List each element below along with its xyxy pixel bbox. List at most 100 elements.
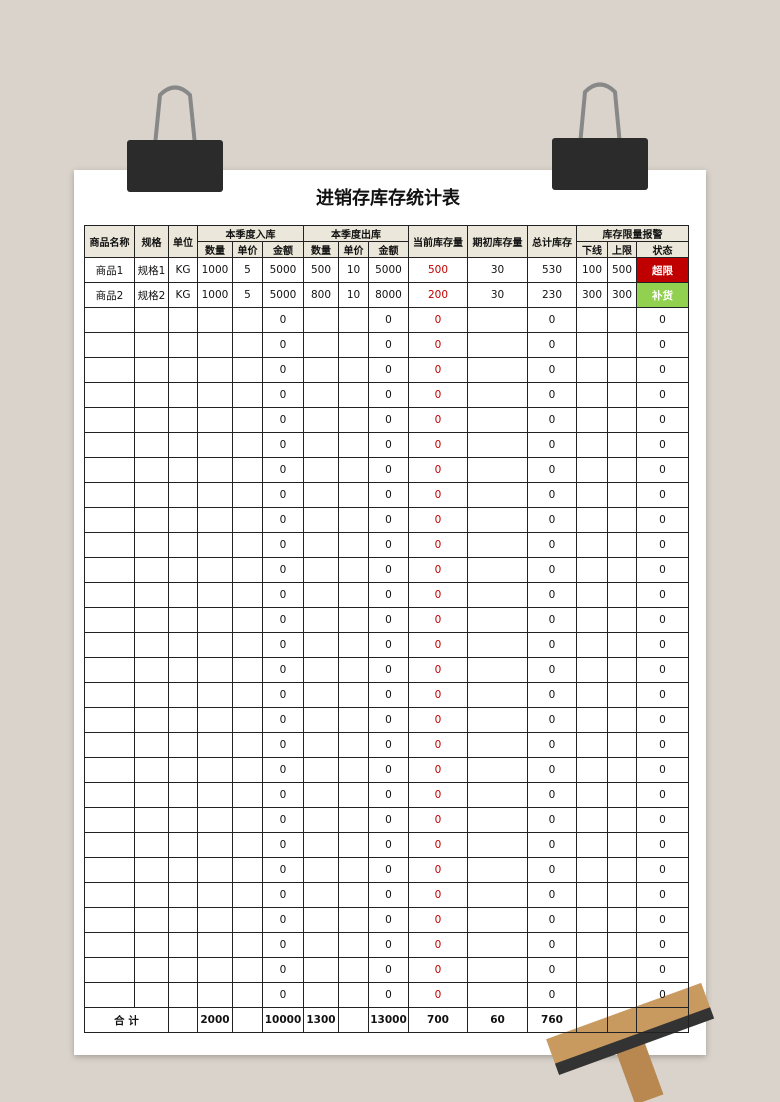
cell bbox=[467, 507, 528, 533]
cell bbox=[467, 457, 528, 483]
cell bbox=[576, 332, 608, 358]
cell bbox=[134, 982, 169, 1008]
cell: 0 bbox=[262, 682, 304, 708]
cell bbox=[197, 932, 233, 958]
cell: 0 bbox=[527, 582, 577, 608]
cell bbox=[232, 532, 263, 558]
cell bbox=[134, 482, 169, 508]
cell: 0 bbox=[368, 632, 409, 658]
cell bbox=[576, 832, 608, 858]
cell bbox=[134, 757, 169, 783]
cell bbox=[134, 932, 169, 958]
cell bbox=[84, 557, 135, 583]
binder-clip bbox=[552, 82, 648, 190]
cell: 0 bbox=[527, 457, 577, 483]
header-cell: 本季度入库 bbox=[197, 225, 304, 242]
cell bbox=[232, 957, 263, 983]
cell: 0 bbox=[527, 507, 577, 533]
cell: 0 bbox=[262, 507, 304, 533]
cell: 0 bbox=[368, 307, 409, 333]
cell bbox=[607, 607, 637, 633]
cell: 0 bbox=[635, 507, 690, 533]
cell bbox=[303, 407, 339, 433]
cell: 0 bbox=[262, 857, 304, 883]
cell: 0 bbox=[635, 832, 690, 858]
cell: 0 bbox=[262, 457, 304, 483]
table-row: 商品名称 规格 单位 本季度入库 本季度出库 当前库存量 期初库存量 总计库存 库存限量报警 bbox=[84, 225, 690, 258]
cell: 0 bbox=[262, 332, 304, 358]
cell: 0 bbox=[262, 657, 304, 683]
cell: 0 bbox=[368, 857, 409, 883]
cell bbox=[607, 907, 637, 933]
cell bbox=[168, 882, 198, 908]
cell: 0 bbox=[635, 757, 690, 783]
cell bbox=[303, 932, 339, 958]
cell bbox=[607, 782, 637, 808]
cell: 0 bbox=[635, 532, 690, 558]
header-cell: 单位 bbox=[168, 225, 198, 258]
cell bbox=[168, 457, 198, 483]
cell: 0 bbox=[262, 632, 304, 658]
cell bbox=[607, 432, 637, 458]
cell bbox=[197, 707, 233, 733]
cell bbox=[197, 432, 233, 458]
cell: 800 bbox=[303, 282, 339, 308]
cell bbox=[303, 732, 339, 758]
cell: 0 bbox=[635, 357, 690, 383]
cell bbox=[303, 307, 339, 333]
cell bbox=[576, 407, 608, 433]
cell bbox=[168, 607, 198, 633]
cell bbox=[134, 682, 169, 708]
cell: 200 bbox=[408, 282, 468, 308]
header-cell: 当前库存量 bbox=[408, 225, 468, 258]
cell bbox=[232, 332, 263, 358]
cell bbox=[607, 857, 637, 883]
cell bbox=[303, 832, 339, 858]
cell: KG bbox=[168, 282, 198, 308]
cell: 0 bbox=[262, 957, 304, 983]
cell bbox=[168, 532, 198, 558]
cell: 0 bbox=[262, 932, 304, 958]
header-cell: 状态 bbox=[635, 241, 690, 258]
cell: 0 bbox=[262, 357, 304, 383]
cell bbox=[168, 907, 198, 933]
cell: 0 bbox=[262, 757, 304, 783]
cell bbox=[232, 682, 263, 708]
cell: 0 bbox=[635, 707, 690, 733]
header-cell: 规格 bbox=[134, 225, 169, 258]
cell: 0 bbox=[368, 557, 409, 583]
cell bbox=[303, 457, 339, 483]
cell bbox=[607, 307, 637, 333]
header-cell: 金额 bbox=[368, 241, 409, 258]
total-cell: 700 bbox=[408, 1007, 468, 1033]
header-cell: 库存限量报警 bbox=[575, 225, 690, 242]
cell bbox=[197, 757, 233, 783]
cell bbox=[303, 857, 339, 883]
cell bbox=[338, 632, 369, 658]
binder-clip bbox=[127, 85, 223, 192]
cell: 30 bbox=[467, 257, 528, 283]
cell: 0 bbox=[408, 807, 468, 833]
cell bbox=[303, 382, 339, 408]
cell bbox=[576, 557, 608, 583]
cell: 0 bbox=[262, 557, 304, 583]
cell: 300 bbox=[576, 282, 608, 308]
cell: 0 bbox=[527, 682, 577, 708]
cell bbox=[467, 582, 528, 608]
cell bbox=[607, 407, 637, 433]
cell bbox=[338, 482, 369, 508]
cell: 5 bbox=[232, 257, 263, 283]
cell bbox=[303, 907, 339, 933]
cell bbox=[607, 882, 637, 908]
cell: 0 bbox=[262, 882, 304, 908]
cell bbox=[84, 732, 135, 758]
cell bbox=[607, 382, 637, 408]
cell: 0 bbox=[408, 457, 468, 483]
cell bbox=[84, 757, 135, 783]
cell bbox=[338, 982, 369, 1008]
